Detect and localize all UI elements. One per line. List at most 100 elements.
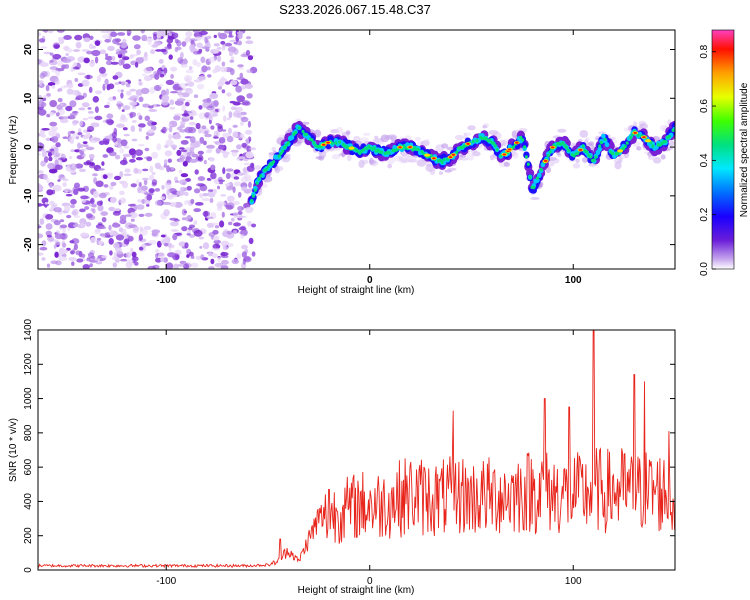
noise-blob xyxy=(200,56,206,64)
noise-blob xyxy=(68,257,77,261)
noise-blob xyxy=(115,250,124,255)
noise-blob xyxy=(248,181,252,188)
spectrogram-y-tick-label: 0 xyxy=(23,144,34,150)
noise-blob xyxy=(151,179,158,186)
spectrogram-noise-region xyxy=(38,30,258,269)
noise-blob xyxy=(151,44,158,48)
noise-blob xyxy=(218,32,228,40)
noise-blob xyxy=(195,202,204,206)
noise-blob xyxy=(43,174,48,180)
noise-blob xyxy=(40,62,49,67)
noise-blob xyxy=(49,121,58,127)
noise-blob xyxy=(245,138,250,145)
noise-blob xyxy=(202,193,209,197)
noise-blob xyxy=(245,36,252,40)
noise-blob xyxy=(176,149,182,156)
noise-blob xyxy=(196,42,203,48)
noise-blob xyxy=(241,251,247,258)
noise-blob xyxy=(75,41,82,49)
noise-blob xyxy=(163,67,168,74)
noise-blob xyxy=(119,116,128,123)
noise-blob xyxy=(120,41,128,49)
noise-blob xyxy=(188,224,196,229)
noise-blob xyxy=(110,196,117,204)
ridge-core xyxy=(526,162,530,166)
ridge-halo xyxy=(362,159,369,164)
noise-blob xyxy=(58,88,63,92)
ridge-halo xyxy=(512,152,519,159)
noise-blob xyxy=(150,49,156,55)
noise-blob xyxy=(196,83,205,90)
noise-blob xyxy=(246,93,253,99)
noise-blob xyxy=(245,40,254,44)
noise-blob xyxy=(70,198,77,205)
noise-blob xyxy=(138,143,145,147)
noise-blob xyxy=(239,230,246,235)
noise-blob xyxy=(68,135,74,143)
noise-blob xyxy=(72,110,79,115)
noise-blob xyxy=(219,181,224,185)
noise-blob xyxy=(170,229,179,232)
noise-blob xyxy=(130,218,135,222)
noise-blob xyxy=(210,258,215,265)
ridge-hotspot-peak xyxy=(633,131,637,134)
noise-blob xyxy=(212,188,217,195)
noise-blob xyxy=(123,173,132,177)
ridge-core xyxy=(330,141,334,145)
noise-blob xyxy=(193,79,202,83)
ridge-halo xyxy=(438,171,444,175)
noise-blob xyxy=(215,122,220,126)
noise-blob xyxy=(154,200,162,206)
noise-blob xyxy=(86,50,94,55)
noise-blob xyxy=(201,46,210,49)
noise-blob xyxy=(38,184,44,192)
noise-blob xyxy=(57,97,63,103)
noise-blob xyxy=(180,120,186,126)
noise-blob xyxy=(98,66,106,74)
noise-blob xyxy=(67,115,76,120)
noise-blob xyxy=(230,106,237,111)
noise-blob xyxy=(173,113,183,116)
noise-blob xyxy=(61,176,66,180)
colorbar-tick-label: 0.0 xyxy=(699,262,710,276)
noise-blob xyxy=(220,252,229,257)
noise-blob xyxy=(138,213,145,217)
noise-blob xyxy=(181,226,188,232)
noise-blob xyxy=(102,174,108,180)
noise-blob xyxy=(54,159,59,166)
ridge-halo xyxy=(503,161,510,167)
noise-blob xyxy=(242,258,247,265)
noise-blob xyxy=(48,129,58,137)
ridge-core xyxy=(255,181,259,185)
noise-blob xyxy=(193,188,201,194)
noise-blob xyxy=(130,54,139,57)
noise-blob xyxy=(146,156,153,162)
noise-blob xyxy=(100,30,110,34)
noise-blob xyxy=(112,96,117,100)
noise-blob xyxy=(209,93,219,99)
noise-blob xyxy=(167,36,175,40)
noise-blob xyxy=(38,153,42,156)
colorbar-tick-label: 0.8 xyxy=(699,44,710,58)
noise-blob xyxy=(208,56,216,63)
ridge-hotspot-peak xyxy=(448,156,453,159)
noise-blob xyxy=(222,167,226,175)
noise-blob xyxy=(177,57,184,64)
noise-blob xyxy=(221,211,225,218)
ridge-hotspot-peak xyxy=(507,148,512,151)
snr-y-tick-label: 200 xyxy=(23,527,34,544)
ridge-halo xyxy=(459,154,467,158)
noise-blob xyxy=(186,99,192,103)
noise-blob xyxy=(193,220,198,226)
ridge-core xyxy=(455,150,459,154)
noise-blob xyxy=(120,258,128,262)
noise-blob xyxy=(138,123,146,128)
noise-blob xyxy=(226,230,233,235)
ridge-halo xyxy=(362,132,371,136)
ridge-halo xyxy=(345,130,351,135)
noise-blob xyxy=(138,81,143,86)
noise-blob xyxy=(246,145,252,153)
ridge-core xyxy=(537,172,542,178)
noise-blob xyxy=(174,100,184,106)
noise-blob xyxy=(182,160,188,167)
